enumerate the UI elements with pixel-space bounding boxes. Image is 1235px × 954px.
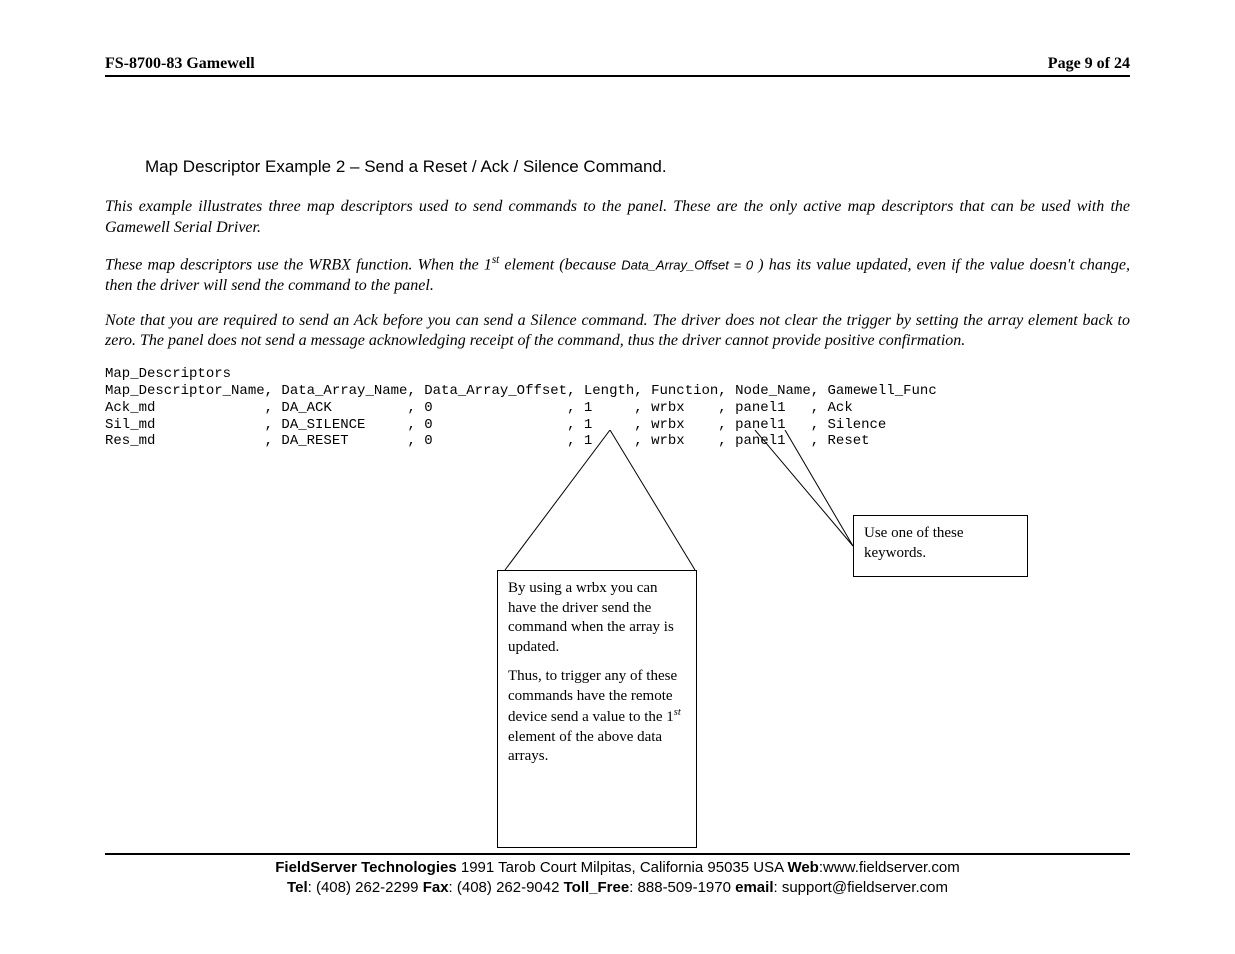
paragraph-1: This example illustrates three map descr…: [105, 197, 1130, 239]
callout-wrbx-p2: Thus, to trigger any of these commands h…: [508, 667, 686, 767]
footer-line-2: Tel: (408) 262-2299 Fax: (408) 262-9042 …: [105, 878, 1130, 898]
footer-fax-value: : (408) 262-9042: [449, 879, 564, 896]
header-right: Page 9 of 24: [1048, 55, 1130, 73]
diagram-overlay: Use one of these keywords. By using a wr…: [105, 430, 1130, 850]
header-left: FS-8700-83 Gamewell: [105, 55, 255, 73]
callout-wrbx-p2b: element of the above data arrays.: [508, 729, 662, 765]
paragraph-3: Note that you are required to send an Ac…: [105, 311, 1130, 353]
code-row-2: Sil_md , DA_SILENCE , 0 , 1 , wrbx , pan…: [105, 417, 886, 433]
footer-web-value: :www.fieldserver.com: [819, 859, 960, 876]
p2-part-b: element (because: [499, 256, 621, 273]
document-page: FS-8700-83 Gamewell Page 9 of 24 Map Des…: [0, 0, 1235, 954]
page-footer: FieldServer Technologies 1991 Tarob Cour…: [105, 858, 1130, 899]
code-header: Map_Descriptor_Name, Data_Array_Name, Da…: [105, 383, 937, 399]
callout-wrbx-p1: By using a wrbx you can have the driver …: [508, 579, 686, 657]
footer-email-value: : support@fieldserver.com: [773, 879, 947, 896]
footer-tel-label: Tel: [287, 879, 308, 896]
footer-tel-value: : (408) 262-2299: [308, 879, 423, 896]
footer-line-1: FieldServer Technologies 1991 Tarob Cour…: [105, 858, 1130, 878]
footer-tollfree-label: Toll_Free: [564, 879, 630, 896]
connector-lines: [105, 430, 1130, 850]
callout-keywords-text: Use one of these keywords.: [864, 525, 964, 561]
footer-email-label: email: [735, 879, 773, 896]
footer-tollfree-value: : 888-509-1970: [629, 879, 735, 896]
footer-web-label: Web: [787, 859, 818, 876]
p2-part-a: These map descriptors use the WRBX funct…: [105, 256, 492, 273]
page-header: FS-8700-83 Gamewell Page 9 of 24: [105, 55, 1130, 77]
footer-company: FieldServer Technologies: [275, 859, 456, 876]
callout-wrbx-sup: st: [674, 707, 681, 718]
callout-wrbx-p2a: Thus, to trigger any of these commands h…: [508, 668, 677, 725]
code-row-3: Res_md , DA_RESET , 0 , 1 , wrbx , panel…: [105, 433, 870, 449]
paragraph-2: These map descriptors use the WRBX funct…: [105, 253, 1130, 297]
code-block: Map_Descriptors Map_Descriptor_Name, Dat…: [105, 366, 1130, 450]
p2-code: Data_Array_Offset = 0: [621, 257, 753, 272]
footer-fax-label: Fax: [423, 879, 449, 896]
code-title: Map_Descriptors: [105, 366, 231, 382]
section-title: Map Descriptor Example 2 – Send a Reset …: [145, 157, 1130, 177]
code-row-1: Ack_md , DA_ACK , 0 , 1 , wrbx , panel1 …: [105, 400, 853, 416]
callout-wrbx: By using a wrbx you can have the driver …: [497, 570, 697, 848]
footer-address: 1991 Tarob Court Milpitas, California 95…: [457, 859, 788, 876]
footer-rule: [105, 853, 1130, 855]
callout-keywords: Use one of these keywords.: [853, 515, 1028, 577]
